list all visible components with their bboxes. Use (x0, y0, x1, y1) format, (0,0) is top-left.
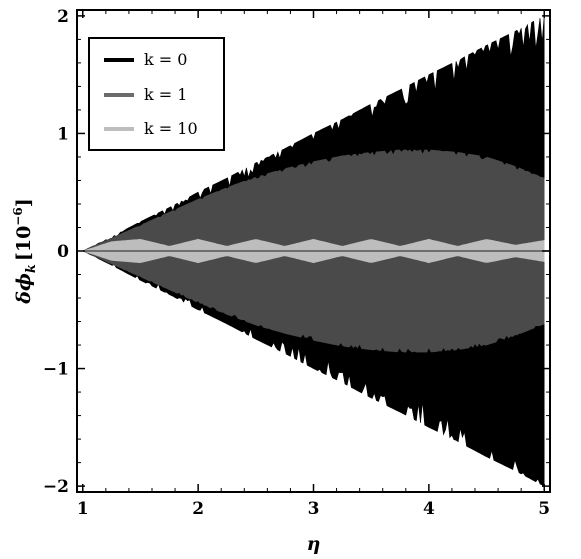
x-tick-label: 2 (192, 499, 204, 519)
y-axis-label-exponent: −6 (11, 207, 25, 225)
y-axis-label-base: 10 (13, 226, 35, 252)
y-axis-label-bracket-open: [ (13, 252, 35, 261)
legend-label-k1: k = 1 (144, 85, 187, 104)
y-tick-label: 1 (57, 124, 69, 144)
y-axis-label-symbol: δϕ (13, 273, 35, 305)
x-axis-label: η (307, 533, 321, 555)
axis-ticks: 1 2 3 4 5 −2 −1 0 1 2 (43, 7, 550, 519)
y-axis-label: δϕk [10−6] (11, 198, 39, 304)
legend-label-k10: k = 10 (144, 119, 198, 138)
x-tick-label: 3 (308, 499, 320, 519)
legend: k = 0 k = 1 k = 10 (88, 37, 225, 151)
legend-label-k0: k = 0 (144, 50, 187, 69)
y-tick-label: 0 (57, 242, 69, 262)
y-axis-label-subscript: k (24, 264, 39, 273)
y-tick-label: 2 (57, 7, 69, 27)
y-tick-label: −1 (43, 360, 69, 380)
x-tick-label: 4 (423, 499, 435, 519)
y-axis-label-bracket-close: ] (13, 198, 35, 207)
x-tick-label: 1 (77, 499, 89, 519)
y-tick-label: −2 (43, 477, 69, 497)
x-tick-label: 5 (538, 499, 550, 519)
